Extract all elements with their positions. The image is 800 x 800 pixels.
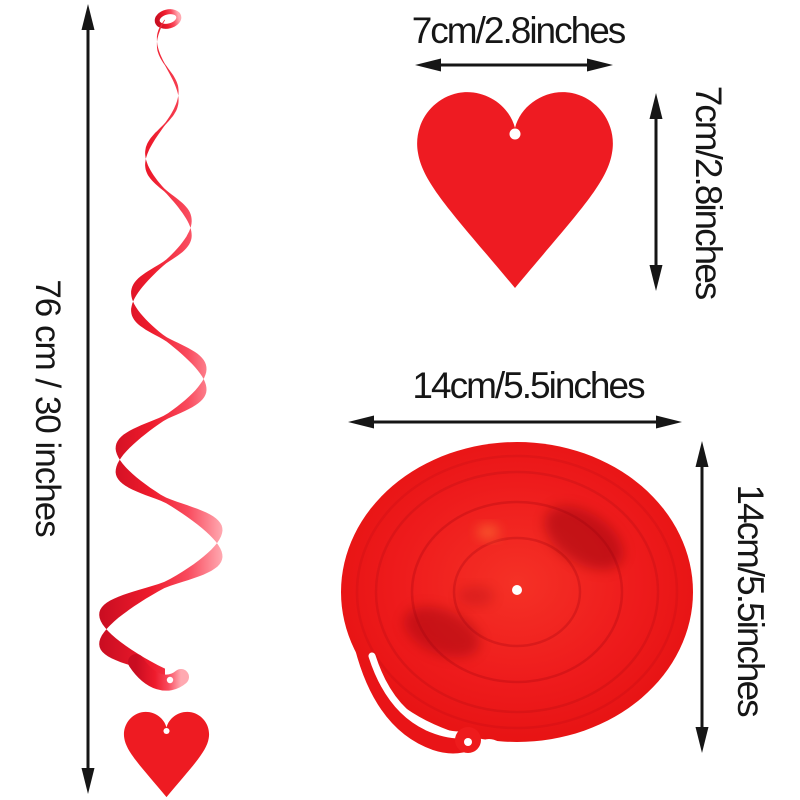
swirl-hang-hole: [166, 676, 174, 684]
disc-width-label: 14cm/5.5inches: [412, 365, 645, 406]
disc-height-arrow: [695, 441, 709, 753]
disc-width-arrow: [348, 415, 682, 429]
foil-swirl-streamer-graphic: [99, 9, 223, 691]
heart-height-label: 7cm/2.8inches: [688, 85, 729, 299]
heart-hang-hole: [509, 128, 521, 140]
heart-width-arrow: [415, 58, 613, 72]
disc-center-hole: [512, 585, 522, 595]
swirl-length-arrow: [81, 4, 95, 794]
heart-cutout-graphic: [417, 92, 613, 288]
heart-height-arrow: [649, 93, 663, 291]
small-heart-hole: [163, 727, 170, 735]
swirl-length-label: 76 cm / 30 inches: [28, 279, 67, 537]
heart-width-label: 7cm/2.8inches: [411, 10, 627, 51]
coiled-swirl-disc-graphic: [341, 442, 693, 759]
disc-height-label: 14cm/5.5inches: [730, 484, 771, 716]
small-heart-charm-graphic: [123, 711, 210, 798]
disc-hang-hole: [464, 738, 472, 746]
